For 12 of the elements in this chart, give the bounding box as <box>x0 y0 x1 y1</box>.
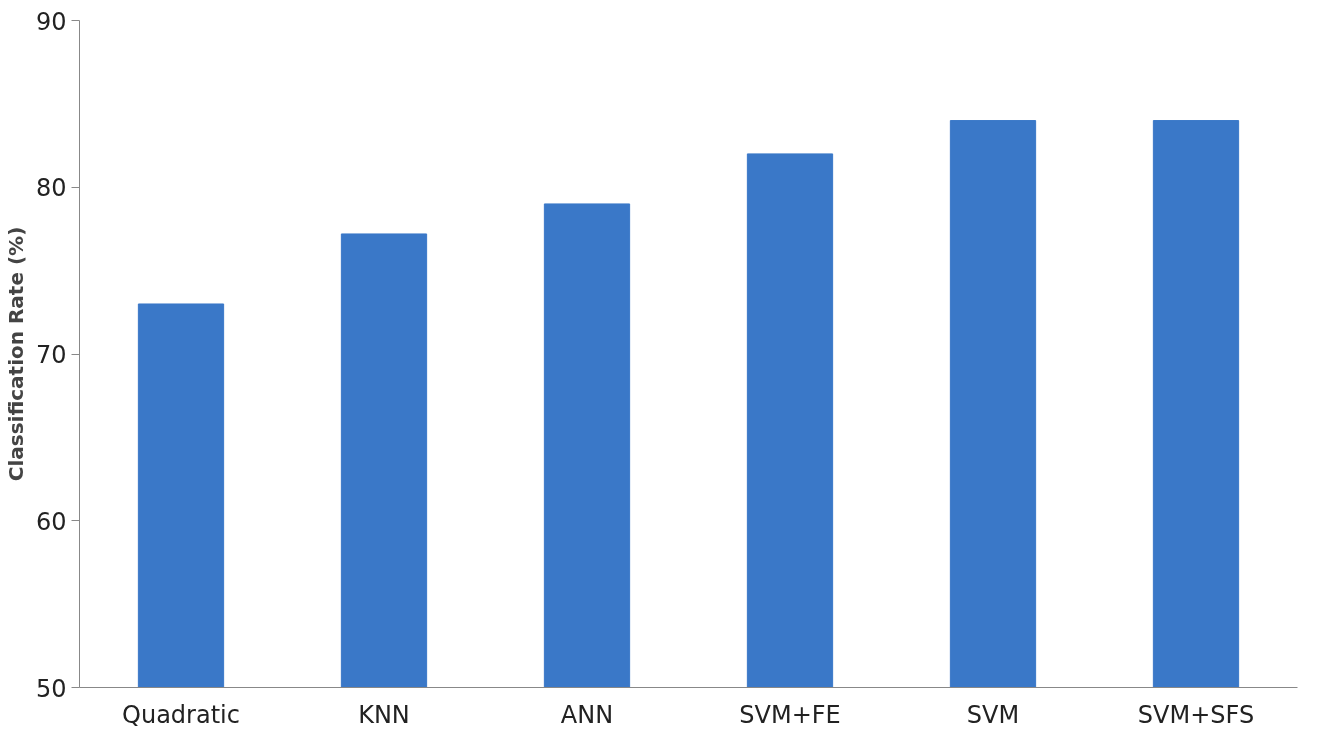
x-tick-label: SVM <box>966 700 1020 729</box>
x-tick-label: SVM+SFS <box>1137 700 1255 729</box>
y-tick-label: 80 <box>35 174 67 203</box>
y-tick-label: 60 <box>35 507 67 536</box>
x-tick-label: SVM+FE <box>739 700 841 729</box>
x-tick-label: KNN <box>358 700 410 729</box>
y-tick-label: 90 <box>35 7 67 36</box>
x-tick-label: Quadratic <box>122 700 240 729</box>
y-tick-label: 50 <box>35 674 67 703</box>
x-tick-label: ANN <box>560 700 614 729</box>
y-axis-title: Classification Rate (%) <box>3 226 28 482</box>
y-tick-label: 70 <box>35 341 67 369</box>
